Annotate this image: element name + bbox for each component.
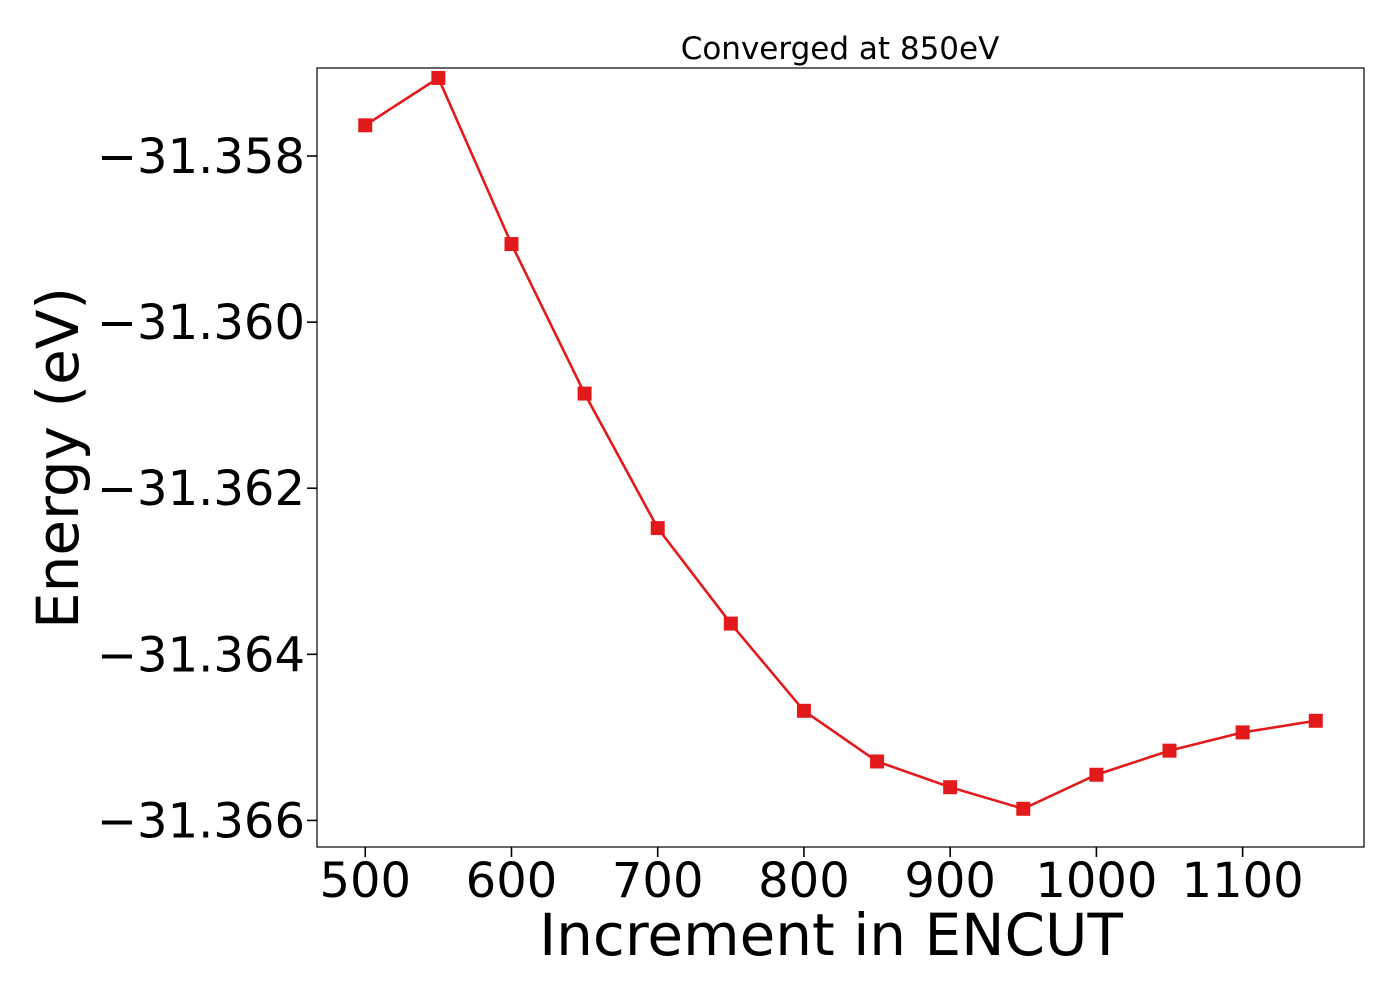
x-tick-label: 700 — [612, 853, 704, 909]
chart-title: Converged at 850eV — [681, 31, 1000, 67]
plot-area-frame — [316, 67, 1365, 848]
y-axis-title: Energy (eV) — [24, 287, 92, 629]
y-tick-label: −31.364 — [97, 627, 305, 683]
data-point-marker — [943, 780, 958, 795]
y-tick-label: −31.366 — [97, 793, 305, 849]
data-point-marker — [650, 521, 665, 536]
data-point-marker — [1308, 713, 1323, 728]
data-point-marker — [358, 118, 373, 133]
x-tick-label: 1000 — [1035, 853, 1157, 909]
x-tick-label: 500 — [319, 853, 411, 909]
data-point-marker — [504, 237, 519, 252]
series-line — [364, 76, 1316, 811]
data-point-marker — [1089, 767, 1104, 782]
y-tick-label: −31.360 — [97, 295, 305, 351]
data-point-marker — [1016, 801, 1031, 816]
series-group — [358, 70, 1323, 816]
data-point-marker — [577, 386, 592, 401]
x-tick-label: 900 — [904, 853, 996, 909]
y-tick-label: −31.362 — [97, 461, 305, 517]
x-tick-label: 600 — [466, 853, 558, 909]
data-point-marker — [723, 616, 738, 631]
data-point-marker — [796, 703, 811, 718]
x-tick-label: 800 — [758, 853, 850, 909]
x-tick-label: 1100 — [1182, 853, 1304, 909]
data-point-marker — [431, 70, 446, 85]
y-axis-ticks: −31.358 −31.360 −31.362 −31.364 −31.366 — [97, 129, 317, 849]
data-point-marker — [1235, 725, 1250, 740]
data-point-marker — [1162, 743, 1177, 758]
x-axis-title: Increment in ENCUT — [539, 901, 1123, 969]
y-tick-label: −31.358 — [97, 129, 305, 185]
data-point-marker — [870, 754, 885, 769]
x-axis-ticks: 500 600 700 800 900 1000 1100 — [319, 847, 1304, 909]
